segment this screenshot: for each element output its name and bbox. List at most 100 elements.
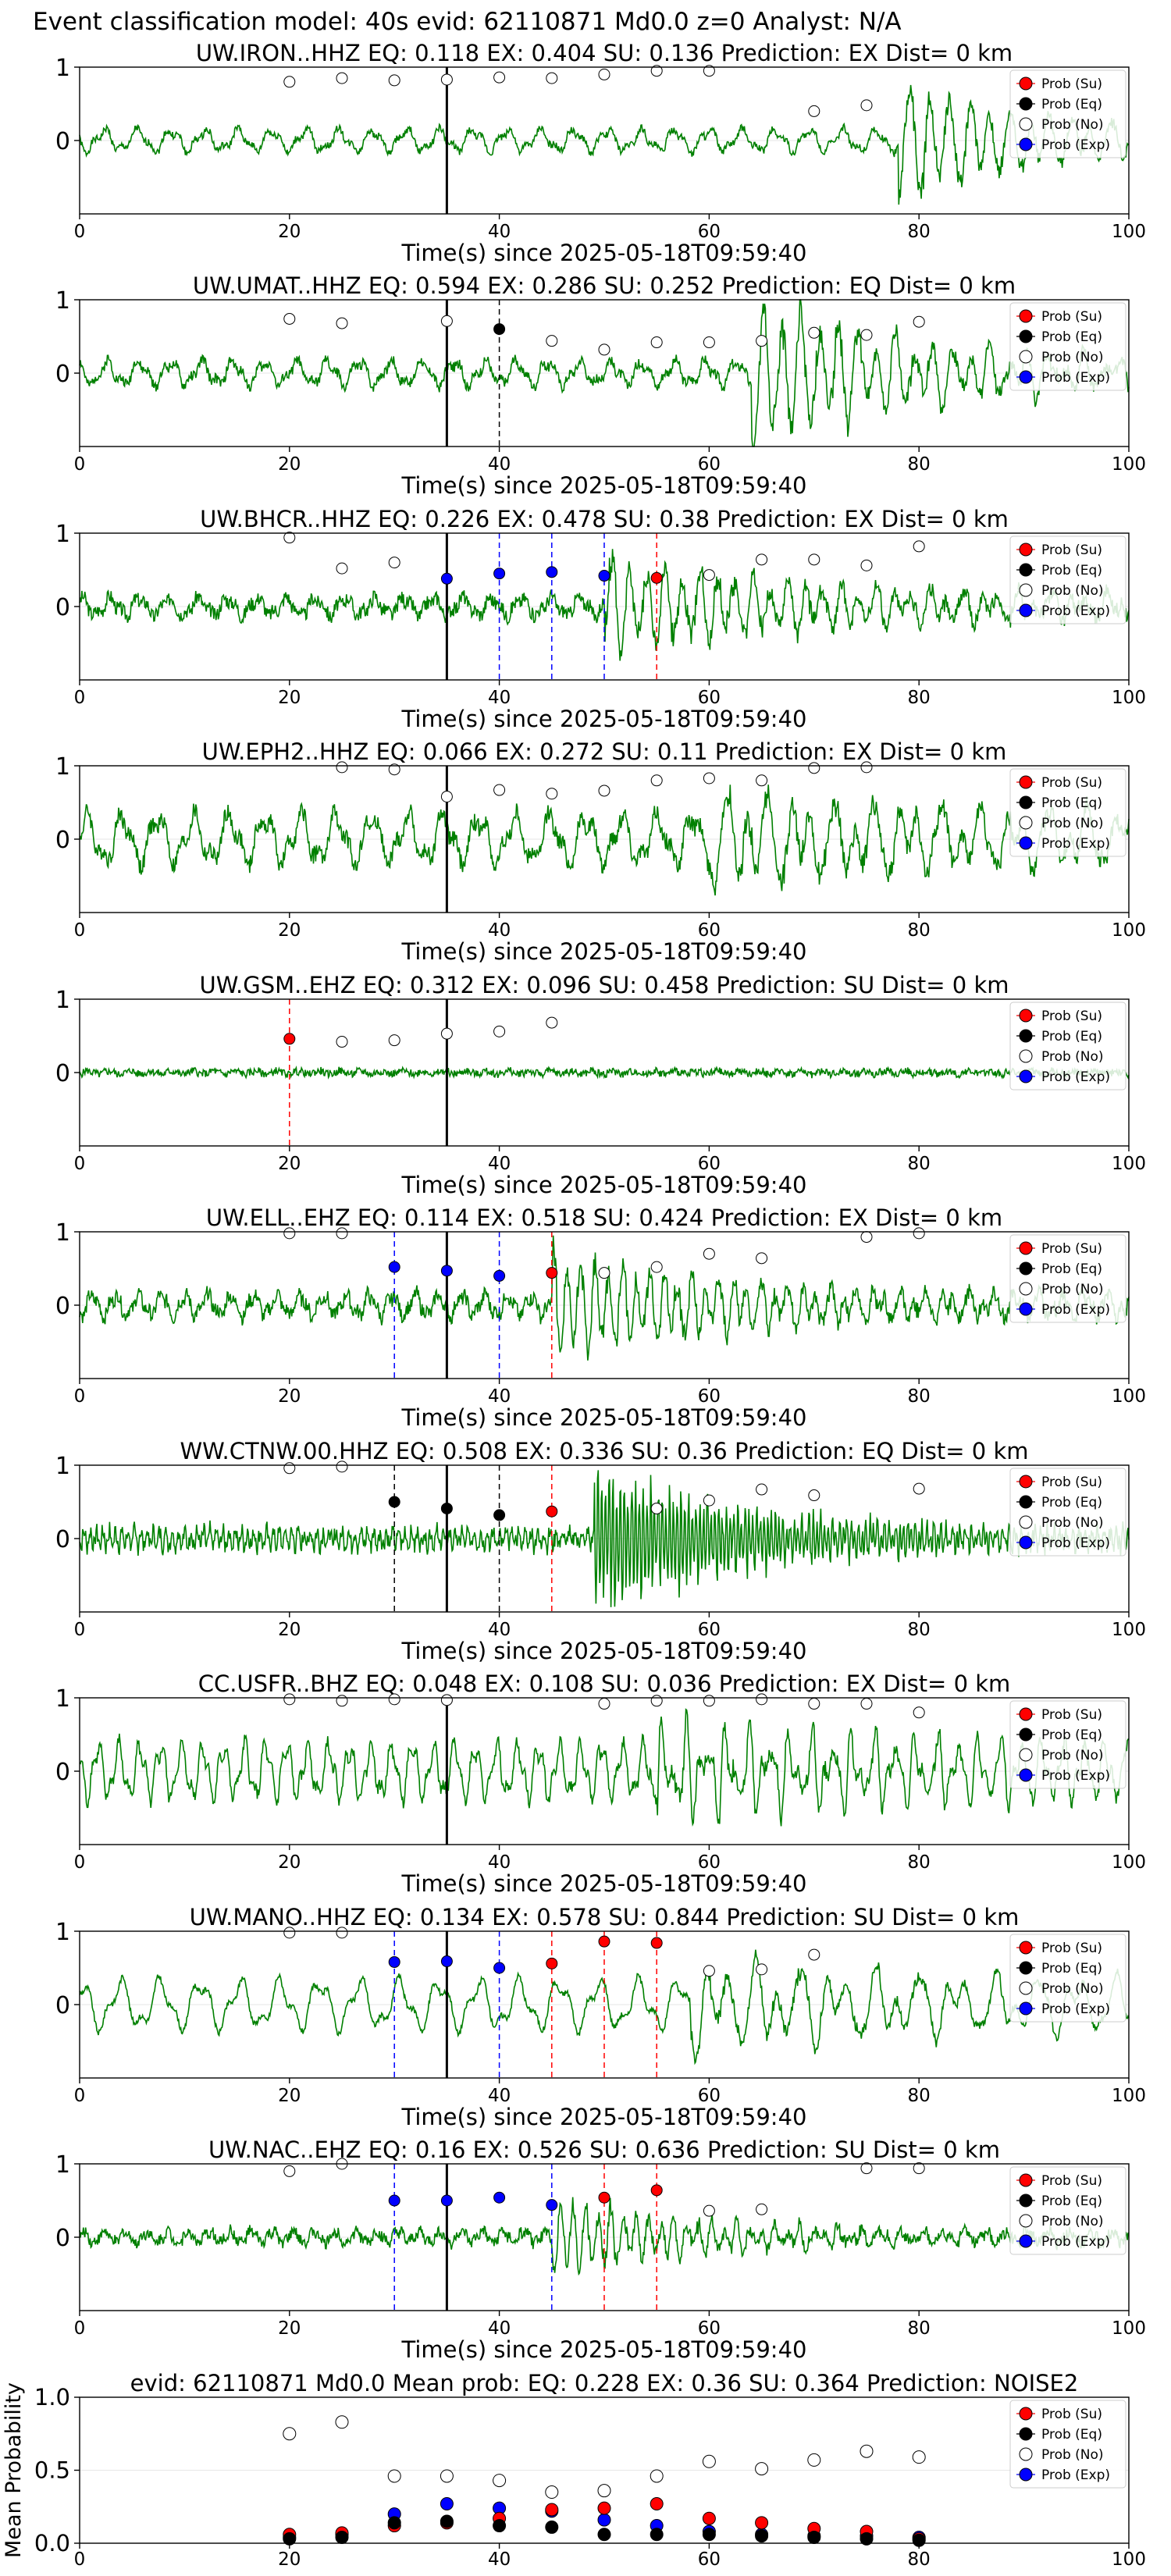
x-tick-label: 20: [278, 920, 301, 941]
prob-marker-no: [546, 788, 558, 800]
mean-prob-marker-eq: [440, 2514, 454, 2528]
legend-label-exp: Prob (Exp): [1041, 370, 1110, 386]
mean-prob-marker-eq: [387, 2516, 401, 2530]
prob-marker-exp: [388, 1261, 400, 1273]
legend-box: [1009, 1468, 1127, 1557]
x-tick-label: 100: [1112, 1852, 1146, 1873]
legend-marker-su: [1019, 775, 1033, 789]
prob-marker-su: [283, 1033, 296, 1045]
legend-marker-no: [1019, 2214, 1033, 2228]
x-tick-label: 20: [278, 1386, 301, 1407]
legend-marker-no: [1019, 350, 1033, 364]
legend-marker-eq: [1019, 1727, 1033, 1742]
x-tick-label: 80: [908, 2086, 931, 2106]
x-tick-label: 100: [1112, 454, 1146, 475]
legend-marker-eq: [1019, 1961, 1033, 1975]
mean-prob-marker-eq: [860, 2532, 874, 2546]
mean-prob-marker-eq: [755, 2529, 769, 2543]
prob-marker-no: [860, 761, 873, 774]
prob-marker-no: [283, 76, 296, 88]
legend-box: [1009, 1234, 1127, 1323]
x-tick-label: 60: [698, 2549, 721, 2570]
panel-title: UW.MANO..HHZ EQ: 0.134 EX: 0.578 SU: 0.8…: [190, 1904, 1020, 1930]
prob-marker-su: [650, 1937, 663, 1949]
prob-marker-no: [336, 1227, 348, 1240]
legend: Prob (Su) Prob (Eq) Prob (No) Prob (Exp): [1009, 768, 1127, 857]
prob-marker-eq: [440, 1502, 453, 1514]
prob-marker-no: [598, 785, 610, 797]
legend-marker-exp: [1019, 2234, 1033, 2248]
legend-label-exp: Prob (Exp): [1041, 2001, 1110, 2017]
legend-marker-no: [1019, 1282, 1033, 1296]
x-tick-label: 20: [278, 222, 301, 242]
legend-marker-su: [1019, 2407, 1033, 2421]
legend-marker-su: [1019, 1475, 1033, 1489]
x-tick-label: 20: [278, 2318, 301, 2339]
prob-marker-no: [650, 65, 663, 77]
y-tick-label: 1: [55, 753, 70, 781]
legend-label-no: Prob (No): [1041, 2214, 1104, 2229]
legend-label-su: Prob (Su): [1041, 2173, 1102, 2189]
x-tick-label: 80: [908, 2549, 931, 2570]
prob-marker-no: [703, 1494, 715, 1507]
prob-marker-no: [756, 2203, 768, 2215]
panel-title: UW.IRON..HHZ EQ: 0.118 EX: 0.404 SU: 0.1…: [196, 40, 1013, 66]
x-tick-label: 60: [698, 1154, 721, 1174]
y-tick-label: 1: [55, 521, 70, 548]
legend-label-eq: Prob (Eq): [1041, 1961, 1102, 1976]
legend-label-no: Prob (No): [1041, 1748, 1104, 1763]
prob-marker-su: [598, 2191, 610, 2204]
prob-marker-no: [703, 1247, 715, 1260]
prob-marker-no: [913, 1482, 925, 1495]
mean-prob-marker-eq: [702, 2528, 716, 2542]
legend-box: [1009, 768, 1127, 857]
prob-marker-exp: [493, 2191, 506, 2204]
legend-marker-no: [1019, 816, 1033, 830]
prob-marker-exp: [598, 570, 610, 582]
legend-label-su: Prob (Su): [1041, 1707, 1102, 1723]
legend-marker-exp: [1019, 137, 1033, 151]
y-tick-label: 0: [55, 361, 70, 388]
legend-label-no: Prob (No): [1041, 117, 1104, 133]
x-tick-label: 0: [74, 688, 86, 708]
station-panel: UW.EPH2..HHZ EQ: 0.066 EX: 0.272 SU: 0.1…: [55, 738, 1146, 965]
legend-marker-su: [1019, 1241, 1033, 1255]
legend-label-su: Prob (Su): [1041, 2407, 1102, 2422]
prob-marker-no: [493, 784, 506, 796]
x-tick-label: 40: [488, 688, 511, 708]
station-panel: UW.NAC..EHZ EQ: 0.16 EX: 0.526 SU: 0.636…: [55, 2137, 1146, 2363]
station-panel: UW.UMAT..HHZ EQ: 0.594 EX: 0.286 SU: 0.2…: [55, 272, 1146, 499]
mean-prob-marker-no: [702, 2454, 716, 2468]
x-tick-label: 40: [488, 2318, 511, 2339]
prob-marker-no: [860, 2162, 873, 2175]
x-tick-label: 100: [1112, 2318, 1146, 2339]
prob-marker-exp: [388, 1955, 400, 1968]
prob-marker-no: [336, 317, 348, 329]
legend-label-no: Prob (No): [1041, 583, 1104, 599]
legend-marker-eq: [1019, 1261, 1033, 1276]
x-tick-label: 80: [908, 1852, 931, 1873]
legend: Prob (Su) Prob (Eq) Prob (No) Prob (Exp): [1009, 1700, 1127, 1789]
legend-marker-exp: [1019, 603, 1033, 617]
x-tick-label: 80: [908, 2318, 931, 2339]
y-tick-label: 0: [55, 1060, 70, 1087]
mean-prob-marker-su: [597, 2501, 611, 2515]
legend-label-eq: Prob (Eq): [1041, 1261, 1102, 1277]
prob-marker-su: [546, 1267, 558, 1279]
legend: Prob (Su) Prob (Eq) Prob (No) Prob (Exp): [1009, 302, 1127, 391]
x-axis-label: Time(s) since 2025-05-18T09:59:40: [401, 472, 807, 499]
x-tick-label: 60: [698, 454, 721, 475]
prob-marker-no: [703, 569, 715, 582]
legend-marker-no: [1019, 583, 1033, 597]
x-axis-label: Time(s) since 2025-05-18T09:59:40: [401, 240, 807, 266]
legend-marker-exp: [1019, 370, 1033, 384]
x-tick-label: 100: [1112, 1154, 1146, 1174]
legend: Prob (Su) Prob (Eq) Prob (No) Prob (Exp): [1009, 69, 1127, 158]
x-tick-label: 40: [488, 2549, 511, 2570]
panel-title: UW.ELL..EHZ EQ: 0.114 EX: 0.518 SU: 0.42…: [206, 1204, 1002, 1231]
prob-marker-su: [546, 1957, 558, 1969]
panel-title: UW.GSM..EHZ EQ: 0.312 EX: 0.096 SU: 0.45…: [199, 972, 1009, 998]
prob-marker-no: [808, 1948, 820, 1961]
prob-marker-no: [598, 68, 610, 80]
prob-marker-no: [650, 1261, 663, 1273]
